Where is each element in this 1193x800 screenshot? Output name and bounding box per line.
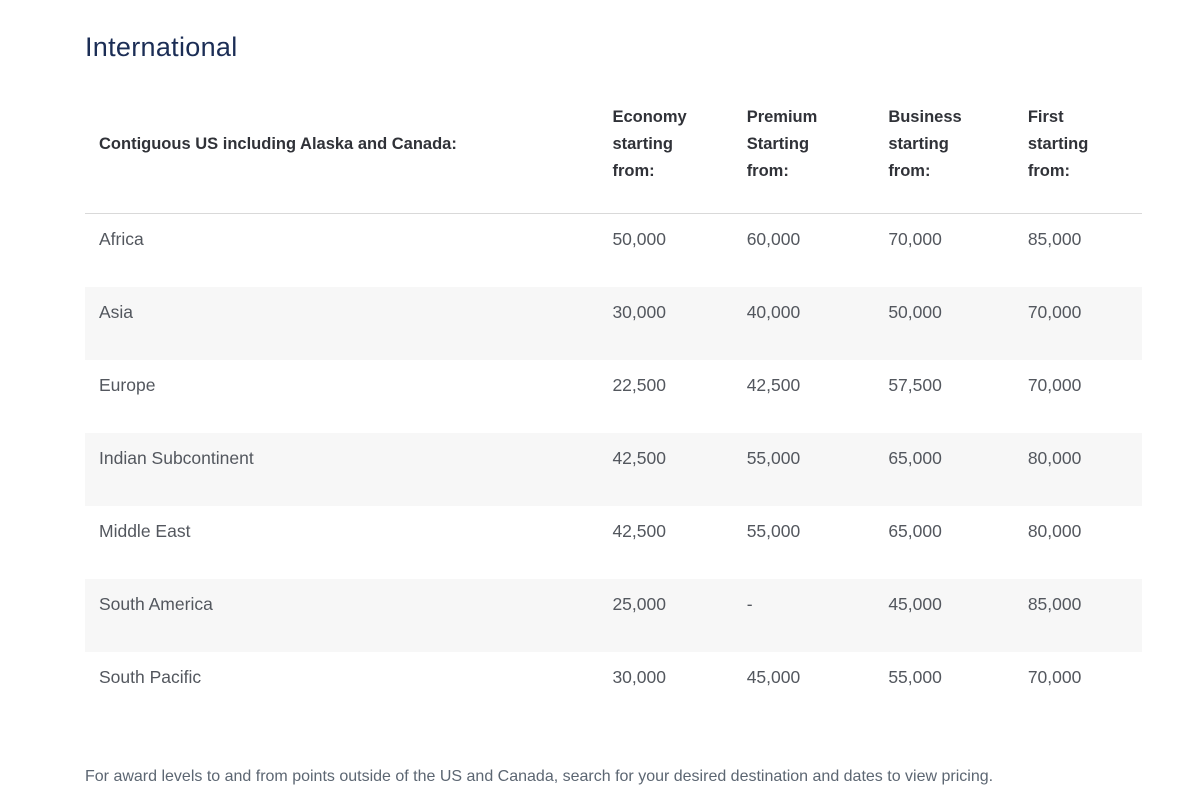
value-cell: 70,000 xyxy=(888,229,942,249)
award-chart-table: Contiguous US including Alaska and Canad… xyxy=(85,90,1142,725)
value-cell: 22,500 xyxy=(612,375,666,395)
value-cell: 25,000 xyxy=(612,594,666,614)
value-cell: 70,000 xyxy=(1027,375,1082,395)
value-cell: 42,500 xyxy=(746,375,801,395)
first-column-header: First starting from: xyxy=(1027,90,1142,214)
value-cell: 45,000 xyxy=(746,667,801,687)
value-cell: 50,000 xyxy=(888,302,942,322)
value-cell: 60,000 xyxy=(746,229,801,249)
value-cell: 80,000 xyxy=(1027,448,1082,468)
first-column-header-label: First starting from: xyxy=(1027,108,1089,180)
region-cell: Indian Subcontinent xyxy=(99,448,254,468)
section-title: International xyxy=(85,32,238,62)
table-row: Africa 50,000 60,000 70,000 85,000 xyxy=(85,214,1142,288)
value-cell: 30,000 xyxy=(612,302,666,322)
economy-column-header-label: Economy starting from: xyxy=(612,108,687,180)
table-row: Europe 22,500 42,500 57,500 70,000 xyxy=(85,360,1142,433)
award-table-body: Africa 50,000 60,000 70,000 85,000 Asia … xyxy=(85,214,1142,726)
value-cell: 70,000 xyxy=(1027,667,1082,687)
value-cell: 50,000 xyxy=(612,229,666,249)
region-cell: Middle East xyxy=(99,521,191,541)
value-cell: 70,000 xyxy=(1027,302,1082,322)
region-column-header: Contiguous US including Alaska and Canad… xyxy=(85,90,613,214)
value-cell: - xyxy=(746,594,753,614)
region-cell: Europe xyxy=(99,375,156,395)
region-cell: Asia xyxy=(99,302,134,322)
region-cell: South Pacific xyxy=(99,667,202,687)
table-header-row: Contiguous US including Alaska and Canad… xyxy=(85,90,1142,214)
table-row: Indian Subcontinent 42,500 55,000 65,000… xyxy=(85,433,1142,506)
value-cell: 45,000 xyxy=(888,594,942,614)
economy-column-header: Economy starting from: xyxy=(612,90,747,214)
value-cell: 57,500 xyxy=(888,375,942,395)
table-row: South Pacific 30,000 45,000 55,000 70,00… xyxy=(85,652,1142,725)
international-award-section: International Contiguous US including Al… xyxy=(85,0,1142,787)
value-cell: 42,500 xyxy=(612,448,666,468)
region-cell: South America xyxy=(99,594,213,614)
value-cell: 55,000 xyxy=(888,667,942,687)
table-row: Asia 30,000 40,000 50,000 70,000 xyxy=(85,287,1142,360)
footnote-text: For award levels to and from points outs… xyxy=(85,768,994,785)
table-row: South America 25,000 - 45,000 85,000 xyxy=(85,579,1142,652)
value-cell: 65,000 xyxy=(888,448,942,468)
value-cell: 55,000 xyxy=(746,521,801,541)
value-cell: 65,000 xyxy=(888,521,942,541)
table-row: Middle East 42,500 55,000 65,000 80,000 xyxy=(85,506,1142,579)
value-cell: 80,000 xyxy=(1027,521,1082,541)
value-cell: 55,000 xyxy=(746,448,801,468)
value-cell: 42,500 xyxy=(612,521,666,541)
value-cell: 85,000 xyxy=(1027,229,1082,249)
value-cell: 40,000 xyxy=(746,302,801,322)
premium-column-header: Premium Starting from: xyxy=(746,90,889,214)
value-cell: 30,000 xyxy=(612,667,666,687)
business-column-header-label: Business starting from: xyxy=(888,108,962,180)
business-column-header: Business starting from: xyxy=(888,90,1028,214)
region-cell: Africa xyxy=(99,229,144,249)
value-cell: 85,000 xyxy=(1027,594,1082,614)
premium-column-header-label: Premium Starting from: xyxy=(746,108,818,180)
